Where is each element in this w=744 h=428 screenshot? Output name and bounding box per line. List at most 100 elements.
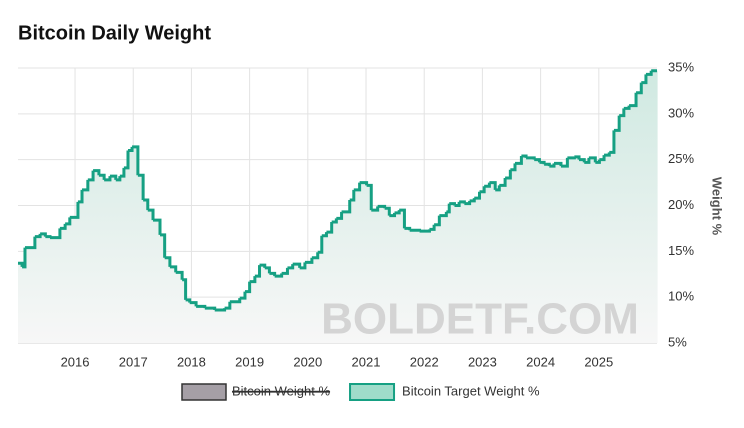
area-segment <box>259 265 266 343</box>
step-line <box>609 130 616 154</box>
y-tick-label: 20% <box>668 197 694 212</box>
x-tick-label: 2021 <box>352 354 381 369</box>
step-line <box>515 156 523 165</box>
y-tick-label: 5% <box>668 334 687 349</box>
area-segment <box>229 301 241 343</box>
area-segment <box>651 70 658 343</box>
area-segment <box>534 159 541 343</box>
area-segment <box>189 302 197 343</box>
step-line <box>82 179 90 192</box>
area-segment <box>464 203 471 343</box>
area-segment <box>609 152 615 343</box>
step-line <box>399 208 406 229</box>
x-tick-label: 2024 <box>526 354 555 369</box>
area-segment <box>65 223 71 343</box>
y-tick-label: 35% <box>668 59 694 74</box>
area-segment <box>274 276 283 343</box>
step-line <box>115 176 122 182</box>
area-segment <box>137 175 144 343</box>
area-segment <box>567 157 575 343</box>
legend-label[interactable]: Bitcoin Target Weight % <box>402 383 540 398</box>
area-segment <box>175 272 183 343</box>
step-line <box>93 169 101 176</box>
area-segment <box>336 218 343 343</box>
area-segment <box>366 185 372 343</box>
area-segment <box>264 267 271 343</box>
area-segment <box>449 203 456 343</box>
watermark: BOLDETF.COM <box>321 295 639 344</box>
step-line <box>259 263 267 268</box>
step-line <box>326 222 334 234</box>
area-segment <box>109 176 117 343</box>
step-line <box>588 156 597 163</box>
legend-label[interactable]: Bitcoin Weight % <box>232 383 330 398</box>
step-line <box>636 82 643 95</box>
area-segment <box>584 162 590 343</box>
area-segment <box>574 156 580 343</box>
area-segment <box>604 155 610 343</box>
area-segment <box>429 229 435 343</box>
area-segment <box>521 156 527 343</box>
step-line <box>224 301 232 310</box>
x-tick-label: 2022 <box>410 354 439 369</box>
area-segment <box>196 306 206 343</box>
area-segment <box>579 159 585 343</box>
step-line <box>164 256 172 267</box>
step-line <box>254 265 262 278</box>
area-segment <box>147 210 154 343</box>
step-line <box>539 160 546 165</box>
area-segment <box>526 157 535 343</box>
area-segment <box>446 211 450 343</box>
step-line <box>641 74 648 85</box>
x-tick-label: 2020 <box>293 354 322 369</box>
step-line <box>510 163 517 172</box>
step-line <box>311 252 320 260</box>
area-segment <box>331 222 337 343</box>
area-segment <box>40 233 46 343</box>
step-line <box>349 189 356 202</box>
step-line <box>353 182 362 192</box>
area-segment <box>69 217 79 343</box>
area-segment <box>269 273 276 343</box>
step-line <box>59 223 67 230</box>
step-line <box>584 157 591 164</box>
step-line <box>384 206 391 216</box>
area-segment <box>287 267 294 343</box>
step-line <box>336 211 344 220</box>
area-segment <box>469 200 475 343</box>
step-line <box>123 150 130 170</box>
step-line <box>229 298 242 304</box>
legend-swatch <box>181 383 227 401</box>
area-segment <box>505 178 511 343</box>
step-line <box>143 198 150 211</box>
area-segment <box>599 159 605 343</box>
step-line <box>281 267 289 275</box>
area-segment <box>399 210 406 343</box>
area-segment <box>459 201 465 343</box>
step-line <box>264 266 271 274</box>
area-segment <box>22 266 26 343</box>
area-segment <box>619 115 625 344</box>
step-line <box>489 181 497 190</box>
area-segment <box>98 175 105 343</box>
area-segment <box>613 130 620 343</box>
step-line <box>304 257 314 264</box>
area-segment <box>45 236 51 343</box>
area-segment <box>299 267 306 343</box>
area-segment <box>321 235 328 343</box>
step-line <box>127 146 134 152</box>
step-line <box>182 278 188 300</box>
area-segment <box>34 236 41 343</box>
step-line <box>505 169 512 180</box>
area-segment <box>50 237 61 343</box>
step-line <box>317 235 324 254</box>
step-line <box>449 202 456 206</box>
step-line <box>175 270 184 280</box>
step-line <box>595 159 601 164</box>
step-line <box>446 203 451 214</box>
step-line <box>77 189 84 204</box>
area-segment <box>311 257 319 343</box>
y-tick-label: 30% <box>668 105 694 120</box>
step-line <box>484 182 491 188</box>
area-segment <box>439 215 447 343</box>
